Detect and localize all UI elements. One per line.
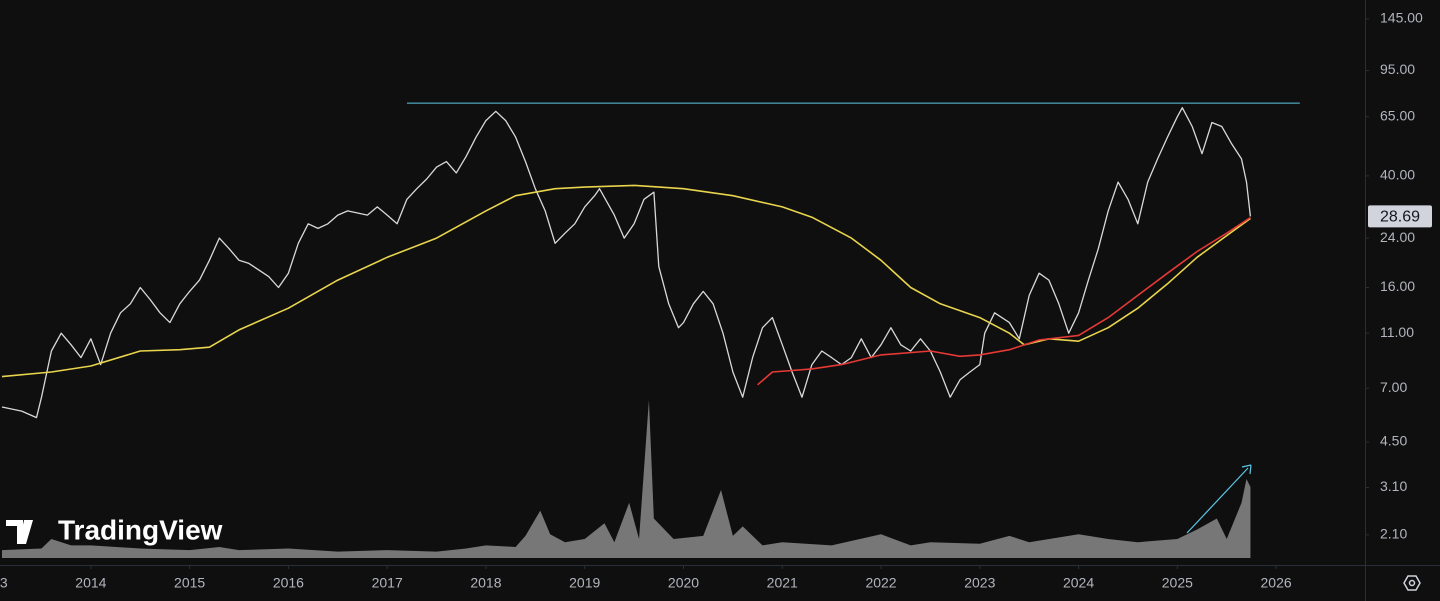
y-tick-label: 95.00 bbox=[1380, 61, 1415, 77]
x-tick-label: 2026 bbox=[1261, 575, 1292, 591]
settings-icon[interactable] bbox=[1403, 575, 1421, 591]
arrow-head bbox=[1241, 464, 1252, 475]
y-tick-label: 2.10 bbox=[1380, 526, 1407, 542]
y-tick-label: 65.00 bbox=[1380, 107, 1415, 123]
last-price-box bbox=[1368, 205, 1432, 228]
x-tick-label: 2013 bbox=[0, 575, 8, 591]
y-tick-label: 11.00 bbox=[1380, 324, 1414, 340]
price-line bbox=[1, 107, 1252, 419]
logo-text: TradingView bbox=[58, 514, 223, 545]
settings-icon-center bbox=[1408, 579, 1416, 587]
y-tick-label: 145.00 bbox=[1380, 10, 1423, 26]
x-tick-label: 2018 bbox=[470, 575, 501, 591]
volume-area bbox=[1, 400, 1251, 558]
x-tick-label: 2014 bbox=[75, 575, 106, 591]
x-tick-label: 2024 bbox=[1063, 575, 1094, 591]
arrow-shaft bbox=[1186, 467, 1249, 534]
x-tick-label: 2017 bbox=[372, 575, 403, 591]
x-tick-label: 2020 bbox=[668, 575, 699, 591]
y-tick-label: 40.00 bbox=[1380, 167, 1415, 183]
x-tick-label: 2023 bbox=[964, 575, 995, 591]
y-tick-label: 24.00 bbox=[1380, 229, 1415, 245]
y-tick-label: 16.00 bbox=[1380, 278, 1415, 294]
moving-average bbox=[757, 216, 1251, 386]
x-tick-label: 2016 bbox=[273, 575, 304, 591]
last-price-label: 28.69 bbox=[1380, 209, 1420, 226]
y-tick-label: 3.10 bbox=[1380, 478, 1407, 494]
x-tick-label: 2019 bbox=[569, 575, 600, 591]
x-tick-label: 2015 bbox=[174, 575, 205, 591]
logo: TradingView bbox=[6, 514, 223, 545]
y-tick-label: 4.50 bbox=[1380, 433, 1407, 449]
moving-average bbox=[1, 184, 1251, 378]
x-tick-label: 2021 bbox=[767, 575, 798, 591]
x-tick-label: 2025 bbox=[1162, 575, 1193, 591]
logo-mark bbox=[6, 520, 33, 544]
x-tick-label: 2022 bbox=[865, 575, 896, 591]
settings-button[interactable] bbox=[1403, 575, 1421, 591]
y-tick-label: 7.00 bbox=[1380, 379, 1407, 395]
plot-area bbox=[1, 102, 1300, 558]
annotation-arrow bbox=[1186, 464, 1252, 534]
